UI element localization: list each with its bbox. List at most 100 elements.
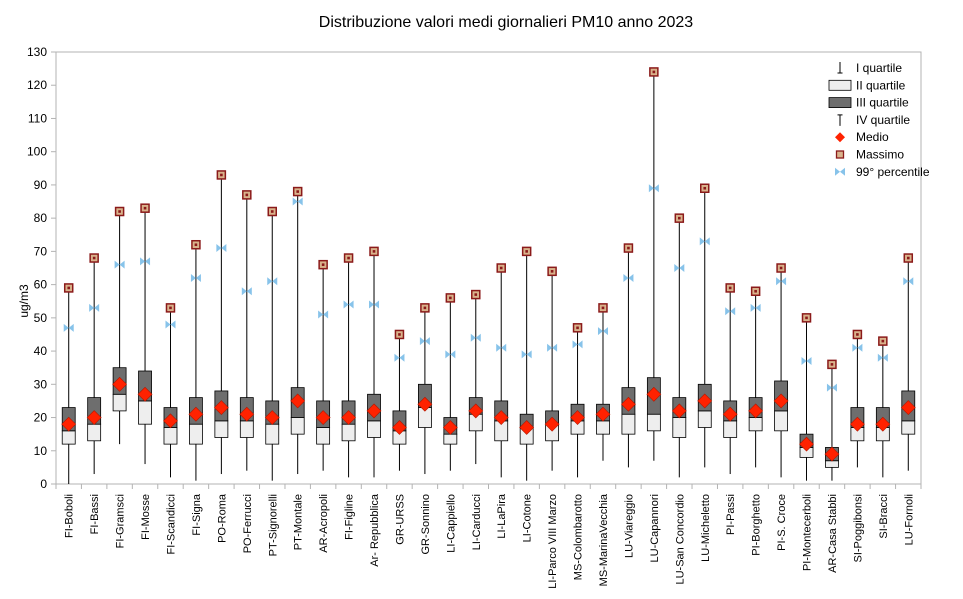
p99-marker (852, 343, 863, 352)
p99-marker (877, 353, 888, 362)
max-marker-dot (678, 216, 681, 220)
box-group (61, 283, 77, 484)
box-group (239, 190, 255, 471)
mean-marker (112, 376, 128, 392)
box-q2 (341, 423, 356, 442)
mean-marker (493, 410, 509, 425)
mean-marker (213, 400, 229, 415)
box-q2 (290, 417, 305, 435)
box-group (748, 286, 764, 468)
box-group (315, 259, 331, 471)
box-group (671, 213, 687, 478)
x-tick-label: PI-Borghetto (751, 494, 763, 556)
box-q2 (214, 420, 229, 438)
y-tick-label: 100 (27, 145, 47, 159)
box-group (163, 303, 178, 478)
mean-marker (646, 386, 662, 402)
mean-marker (824, 446, 840, 462)
box-group (646, 67, 662, 461)
y-tick-label: 30 (34, 377, 48, 391)
p99-marker (623, 273, 634, 282)
box-q2 (163, 427, 178, 445)
x-tick-label: PT-Montale (293, 494, 305, 550)
y-tick-label: 130 (27, 45, 47, 59)
box-q2 (138, 400, 152, 425)
x-tick-label: MS-MarinaVecchia (598, 493, 610, 586)
box-group (264, 206, 280, 481)
box-group (799, 313, 814, 481)
mean-marker (849, 416, 865, 432)
x-tick-label: GR-URSS (394, 494, 406, 545)
mean-marker (188, 406, 204, 422)
x-tick-label: LI-Parco VIII Marzo (547, 494, 559, 589)
p99-marker (496, 343, 507, 352)
y-tick-label: 20 (34, 411, 48, 425)
box-q2 (621, 413, 636, 435)
x-tick-label: FI-Boboli (64, 494, 76, 538)
p99-marker (216, 244, 227, 253)
box-group (493, 263, 509, 478)
max-marker-dot (652, 70, 656, 74)
y-tick-label: 50 (34, 311, 48, 325)
box-group (697, 183, 713, 468)
y-axis-label: ug/m3 (17, 284, 31, 318)
y-tick-label: 40 (34, 344, 48, 358)
max-marker-dot (805, 316, 808, 320)
box-group (86, 253, 102, 475)
x-tick-label: FI-Gramsci (115, 494, 127, 548)
chart-title: Distribuzione valori medi giornalieri PM… (319, 14, 694, 31)
mean-marker (442, 420, 458, 435)
max-marker-dot (423, 306, 427, 310)
box-q2 (112, 393, 127, 412)
p99-marker (470, 333, 481, 342)
max-marker-dot (474, 293, 478, 296)
y-tick-label: 10 (34, 444, 48, 458)
p99-marker (597, 327, 608, 336)
x-tick-label: LU-Viareggio (623, 494, 635, 558)
box-group (544, 266, 560, 471)
x-tick-label: PI-Passi (725, 494, 737, 535)
mean-marker (392, 420, 407, 435)
legend-label-max: Massimo (856, 148, 904, 162)
mean-marker (595, 406, 611, 422)
p99-marker (267, 277, 278, 286)
mean-marker (697, 393, 713, 409)
legend-label-mean: Medio (856, 130, 889, 144)
p99-marker (903, 277, 914, 286)
x-tick-label: GR-Sonnino (420, 494, 432, 555)
y-tick-label: 110 (28, 111, 47, 125)
max-marker-dot (627, 246, 630, 250)
p99-marker (114, 260, 125, 269)
box-group (849, 329, 865, 468)
max-marker-dot (296, 190, 299, 193)
max-marker-dot (779, 266, 783, 270)
box-q2 (697, 410, 712, 428)
box-q2 (443, 433, 458, 445)
max-marker-dot (728, 286, 732, 290)
p99-marker (292, 197, 303, 206)
p99-marker (419, 337, 430, 346)
box-q2 (748, 417, 763, 432)
mean-marker (163, 413, 178, 429)
x-tick-label: FI-Mosse (140, 494, 152, 540)
box-group (417, 303, 433, 475)
x-tick-label: LU-Fornoli (903, 494, 915, 545)
mean-marker (290, 393, 306, 409)
max-marker-dot (270, 210, 274, 213)
p99-marker (394, 353, 405, 362)
p99-marker (89, 303, 100, 312)
p99-marker (776, 277, 787, 286)
mean-marker (544, 416, 560, 432)
max-marker-dot (118, 210, 121, 213)
p99-marker (190, 273, 201, 282)
mean-marker (86, 410, 102, 425)
mean-marker (748, 403, 764, 419)
box-q2 (239, 420, 254, 438)
box-group (366, 246, 382, 478)
p99-marker (547, 343, 558, 352)
box-group (442, 293, 458, 471)
box-group (824, 359, 840, 481)
x-tick-label: LI-Cappiello (445, 494, 457, 553)
max-marker-dot (449, 296, 452, 300)
